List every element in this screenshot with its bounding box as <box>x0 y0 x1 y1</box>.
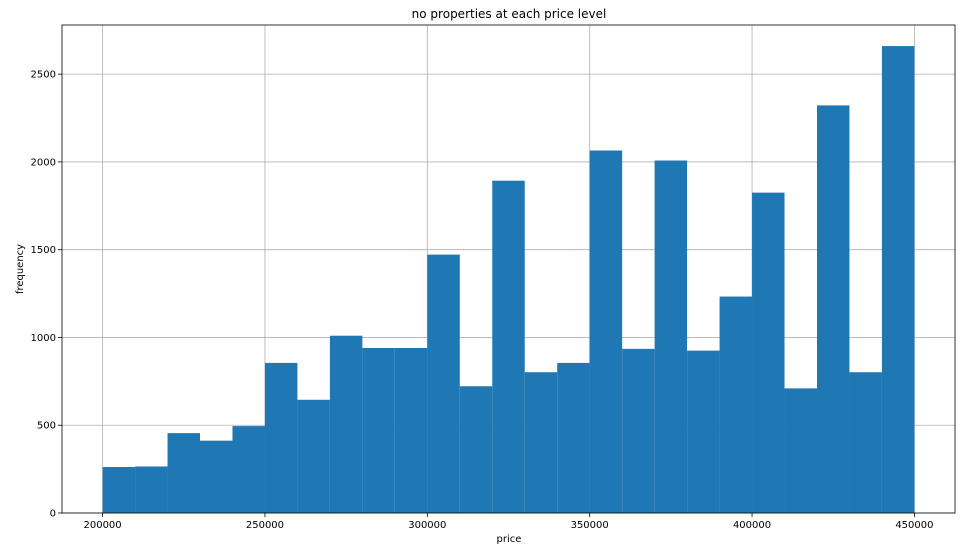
histogram-bar <box>329 335 363 513</box>
x-tick-label: 300000 <box>408 520 446 531</box>
histogram-bar <box>524 372 558 513</box>
x-tick-label: 200000 <box>83 520 121 531</box>
histogram-bar <box>362 347 395 513</box>
histogram-bar <box>394 347 428 513</box>
histogram-bar <box>167 433 201 513</box>
y-tick-label: 2000 <box>31 157 56 168</box>
y-tick-label: 1000 <box>31 333 56 344</box>
histogram-bar <box>687 350 720 513</box>
histogram-bar <box>881 46 915 513</box>
y-tick-label: 500 <box>37 421 56 432</box>
histogram-bar <box>297 399 330 513</box>
histogram-bar <box>264 362 298 513</box>
y-tick-label: 2500 <box>31 70 56 81</box>
histogram-bar <box>589 150 623 513</box>
histogram-bar <box>752 192 785 513</box>
x-axis-label: price <box>497 534 522 545</box>
histogram-bar <box>200 440 233 513</box>
x-tick-label: 250000 <box>246 520 284 531</box>
y-tick-label: 1500 <box>31 245 56 256</box>
histogram-bar <box>849 372 882 513</box>
axes-layer: 200000 250000 300000 350000 400000 450000 0 500… <box>31 24 956 531</box>
histogram-bar <box>654 160 688 513</box>
chart-title: no properties at each price level <box>412 7 607 21</box>
x-tick-label: 400000 <box>733 520 771 531</box>
histogram-bar <box>102 467 136 513</box>
x-tick-label: 450000 <box>895 520 933 531</box>
histogram-bar <box>492 180 525 513</box>
histogram-bar <box>622 348 655 513</box>
y-tick-label: 0 <box>50 509 56 520</box>
histogram-bar <box>784 388 817 513</box>
histogram-bar <box>816 105 850 513</box>
bars-layer <box>102 46 915 513</box>
histogram-bar <box>459 386 493 513</box>
y-axis-label: frequency <box>15 244 26 294</box>
histogram-bar <box>719 296 753 513</box>
x-tick-label: 350000 <box>571 520 609 531</box>
histogram-bar <box>232 426 265 513</box>
histogram-bar <box>427 254 460 513</box>
histogram-bar <box>135 466 168 513</box>
plot-frame <box>61 24 956 514</box>
histogram-bar <box>557 362 590 513</box>
